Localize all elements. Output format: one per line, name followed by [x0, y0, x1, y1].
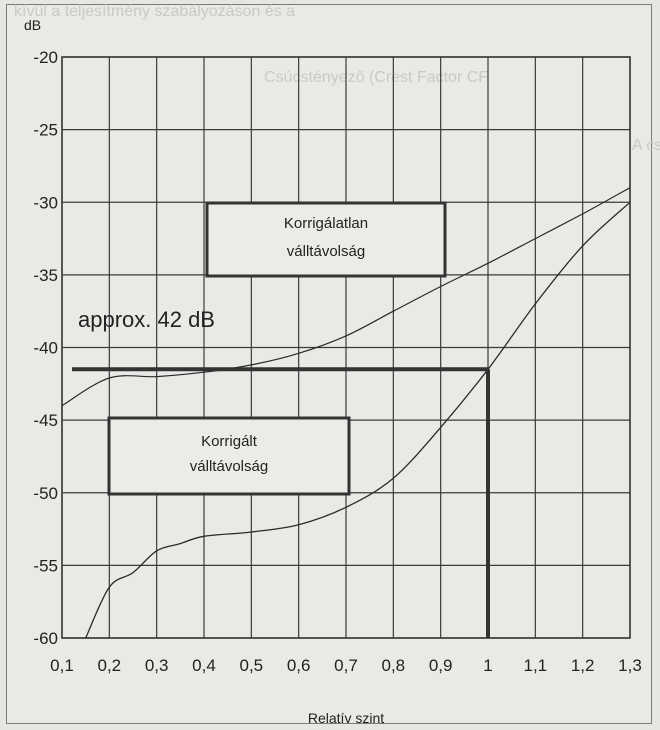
series-lines [61, 187, 631, 639]
x-tick-label: 0,4 [192, 656, 216, 675]
y-tick-label: -30 [33, 193, 58, 212]
annotation-marks [72, 201, 490, 638]
x-tick-label: 0,8 [382, 656, 406, 675]
x-tick-label: 0,7 [334, 656, 358, 675]
box-uncorrected-line-2: válltávolság [287, 243, 365, 260]
y-tick-label: -55 [33, 556, 58, 575]
grid [61, 56, 631, 639]
y-tick-label: -40 [33, 339, 58, 358]
y-tick-label: -20 [33, 48, 58, 67]
y-tick-label: -35 [33, 266, 58, 285]
level-annotation: approx. 42 dB [78, 307, 215, 332]
box-corrected-line-1: Korrigált [201, 433, 258, 450]
background-text-line-1: kívül a teljesítmény szabályozáson és a [14, 3, 295, 20]
y-tick-label: -25 [33, 121, 58, 140]
x-tick-label: 0,6 [287, 656, 311, 675]
background-text-line-2: Csúcstényező (Crest Factor CF [264, 69, 488, 86]
x-tick-label: 0,2 [98, 656, 122, 675]
x-tick-label: 1,3 [618, 656, 642, 675]
y-tick-label: -50 [33, 484, 58, 503]
background-text-line-3: A csúcstényező [632, 137, 660, 154]
box-uncorrected [205, 201, 447, 278]
x-tick-label: 0,3 [145, 656, 169, 675]
series-corrected-line [85, 201, 631, 639]
y-tick-label: -45 [33, 411, 58, 430]
unit-label: dB [24, 17, 41, 33]
x-tick-label: 1 [483, 656, 492, 675]
x-tick-label: 0,5 [240, 656, 264, 675]
box-uncorrected-line-1: Korrigálatlan [284, 215, 368, 232]
chart-frame [6, 4, 652, 724]
box-corrected [107, 416, 351, 496]
x-axis-label: Relatív szint [308, 710, 384, 726]
x-tick-label: 0,1 [50, 656, 74, 675]
x-tick-label: 0,9 [429, 656, 453, 675]
tick-labels: 0,1 0,2 0,3 0,4 0,5 0,6 0,7 0,8 0,9 1 1,1 1,2 1,3 -20… [33, 48, 641, 675]
box-corrected-line-2: válltávolság [190, 458, 268, 475]
x-tick-label: 1,1 [524, 656, 548, 675]
x-tick-label: 1,2 [571, 656, 595, 675]
series-uncorrected-line [61, 187, 631, 407]
y-tick-label: -60 [33, 629, 58, 648]
